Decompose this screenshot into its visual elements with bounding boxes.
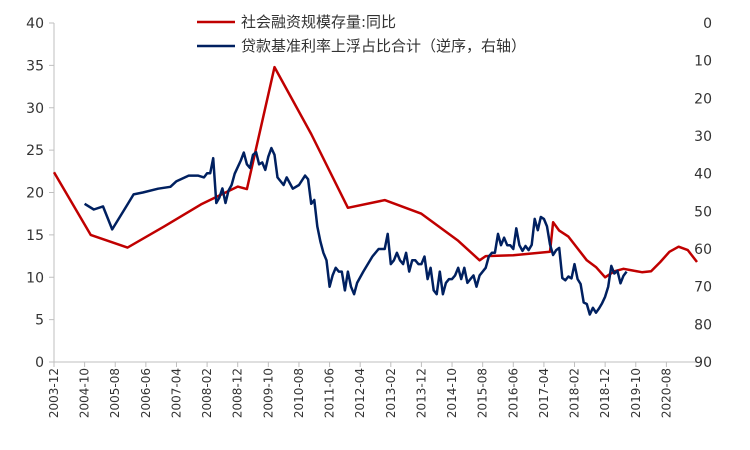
right-tick-label: 40 — [694, 167, 712, 183]
x-tick-label: 2020-08 — [659, 368, 673, 418]
left-tick-label: 5 — [35, 313, 44, 329]
x-tick-label: 2009-10 — [261, 368, 275, 418]
x-tick-label: 2013-12 — [414, 368, 428, 418]
right-tick-label: 70 — [694, 280, 712, 296]
left-tick-label: 15 — [26, 228, 44, 244]
x-tick-label: 2007-04 — [169, 368, 183, 418]
x-tick-label: 2016-06 — [506, 368, 520, 418]
x-tick-label: 2005-08 — [108, 368, 122, 418]
right-tick-label: 30 — [694, 129, 712, 145]
x-tick-label: 2013-02 — [384, 368, 398, 418]
x-tick-label: 2004-10 — [78, 368, 92, 418]
x-tick-label: 2014-10 — [445, 368, 459, 418]
series-line-social-financing — [52, 65, 698, 279]
right-tick-label: 90 — [694, 355, 712, 371]
left-tick-label: 30 — [26, 101, 44, 117]
right-tick-label: 50 — [694, 204, 712, 220]
left-tick-label: 10 — [26, 270, 44, 286]
left-tick-label: 35 — [26, 58, 44, 74]
x-tick-label: 2018-12 — [598, 368, 612, 418]
x-tick-label: 2018-02 — [568, 368, 582, 418]
x-tick-label: 2008-02 — [200, 368, 214, 418]
x-tick-label: 2008-12 — [231, 368, 245, 418]
x-tick-label: 2017-04 — [537, 368, 551, 418]
right-tick-label: 20 — [694, 91, 712, 107]
right-tick-label: 80 — [694, 317, 712, 333]
left-tick-label: 25 — [26, 143, 44, 159]
x-tick-label: 2011-06 — [323, 368, 337, 418]
x-tick-label: 2003-12 — [47, 368, 61, 418]
plot-area: 2003-12 2004-10 2005-08 2006-06 2007-04 2008-… — [26, 16, 712, 418]
legend-label-social-financing: 社会融资规模存量:同比 — [241, 13, 396, 31]
right-tick-label: 0 — [703, 16, 712, 32]
x-tick-label: 2010-08 — [292, 368, 306, 418]
x-tick-label: 2012-04 — [353, 368, 367, 418]
x-tick-label: 2006-06 — [139, 368, 153, 418]
legend: 社会融资规模存量:同比 贷款基准利率上浮占比合计（逆序，右轴） — [197, 13, 526, 55]
left-tick-label: 40 — [26, 16, 44, 32]
x-tick-label: 2015-08 — [476, 368, 490, 418]
right-tick-label: 60 — [694, 242, 712, 258]
series-line-loan-rate — [83, 146, 628, 316]
left-tick-label: 0 — [35, 355, 44, 371]
x-tick-label: 2019-10 — [629, 368, 643, 418]
right-tick-label: 10 — [694, 54, 712, 70]
left-tick-label: 20 — [26, 186, 44, 202]
legend-label-loan-rate: 贷款基准利率上浮占比合计（逆序，右轴） — [241, 37, 526, 55]
